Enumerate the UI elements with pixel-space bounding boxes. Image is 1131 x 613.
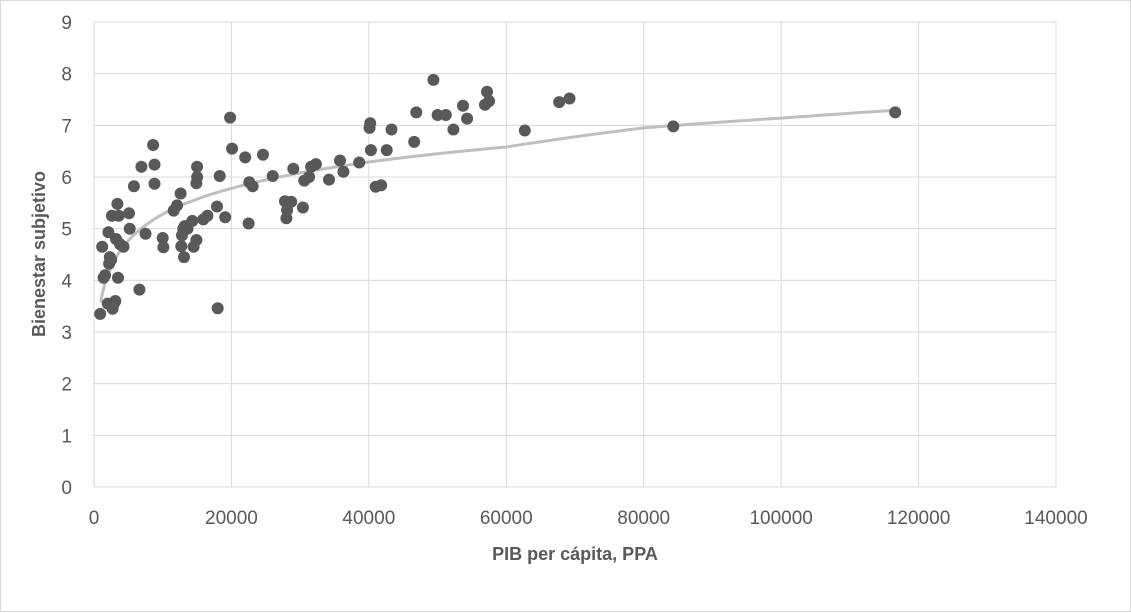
data-point (242, 217, 255, 230)
gridlines (93, 21, 1057, 488)
data-point (483, 95, 496, 108)
data-point (112, 271, 124, 284)
y-axis-title: Bienestar subjetivo (29, 171, 49, 337)
data-point (219, 211, 232, 224)
data-point (239, 151, 252, 164)
data-point (337, 165, 350, 178)
data-point (171, 199, 184, 212)
data-point (156, 232, 169, 244)
x-tick-label: 0 (89, 508, 100, 529)
data-point (191, 160, 204, 173)
x-tick-label: 60000 (480, 508, 533, 529)
y-tick-label: 6 (61, 168, 72, 189)
data-point (133, 283, 146, 296)
y-tick-label: 3 (61, 323, 72, 344)
data-point (148, 158, 161, 171)
data-point (309, 158, 322, 171)
data-point (257, 148, 269, 161)
data-point (147, 139, 160, 151)
data-point (112, 209, 125, 222)
data-point (431, 109, 444, 121)
data-point (410, 106, 423, 119)
data-point (889, 106, 902, 119)
data-point (213, 170, 226, 182)
y-tick-label: 7 (61, 116, 72, 137)
x-axis-title: PIB per cápita, PPA (492, 544, 658, 564)
data-point (303, 171, 316, 183)
data-point (226, 142, 239, 155)
y-tick-label: 4 (61, 271, 72, 292)
x-tick-label: 100000 (749, 508, 812, 529)
y-axis-ticks: 0 1 2 3 4 5 6 7 8 9 (61, 13, 72, 499)
data-point (287, 162, 300, 175)
data-points (94, 73, 902, 320)
data-point (174, 187, 187, 200)
data-point (447, 123, 460, 136)
data-point (364, 144, 377, 157)
data-point (186, 214, 199, 227)
data-point (191, 171, 204, 183)
data-point (111, 197, 124, 210)
data-point (385, 123, 398, 136)
data-point (127, 180, 140, 193)
data-point (148, 177, 161, 190)
x-axis-ticks: 0 20000 40000 60000 80000 100000 120000 140000 (89, 508, 1088, 529)
data-point (190, 234, 203, 246)
data-point (323, 173, 335, 186)
data-point (380, 144, 393, 157)
data-point (481, 85, 493, 98)
data-point (105, 253, 118, 266)
data-point (296, 201, 309, 214)
y-tick-label: 1 (61, 426, 72, 447)
data-point (211, 302, 224, 315)
data-point (94, 307, 107, 320)
data-point (96, 240, 109, 253)
data-point (439, 109, 452, 121)
y-tick-label: 5 (61, 220, 72, 241)
data-point (109, 295, 122, 307)
data-point (139, 227, 152, 240)
data-point (99, 269, 111, 282)
data-point (178, 251, 190, 264)
data-point (334, 154, 346, 167)
data-point (123, 222, 136, 235)
x-tick-label: 140000 (1024, 508, 1087, 529)
data-point (353, 156, 366, 169)
data-point (457, 99, 469, 112)
data-point (266, 170, 279, 182)
data-point (461, 112, 474, 125)
data-point (375, 179, 388, 192)
data-point (157, 241, 170, 254)
data-point (285, 195, 298, 208)
data-point (518, 124, 531, 137)
y-tick-label: 2 (61, 375, 72, 396)
data-point (175, 240, 188, 253)
y-tick-label: 8 (61, 65, 72, 86)
x-tick-label: 20000 (205, 508, 258, 529)
data-point (563, 92, 576, 105)
data-point (123, 207, 135, 220)
data-point (427, 73, 440, 86)
data-point (553, 96, 566, 109)
data-point (211, 200, 223, 213)
data-point (364, 117, 377, 130)
x-tick-label: 80000 (617, 508, 670, 529)
y-tick-label: 9 (61, 13, 72, 34)
y-tick-label: 0 (61, 478, 72, 499)
data-point (667, 120, 680, 133)
data-point (246, 180, 259, 193)
data-point (117, 240, 130, 253)
data-point (135, 160, 148, 173)
data-point (224, 111, 237, 124)
data-point (201, 209, 214, 222)
x-tick-label: 40000 (342, 508, 395, 529)
data-point (408, 135, 421, 148)
x-tick-label: 120000 (887, 508, 950, 529)
